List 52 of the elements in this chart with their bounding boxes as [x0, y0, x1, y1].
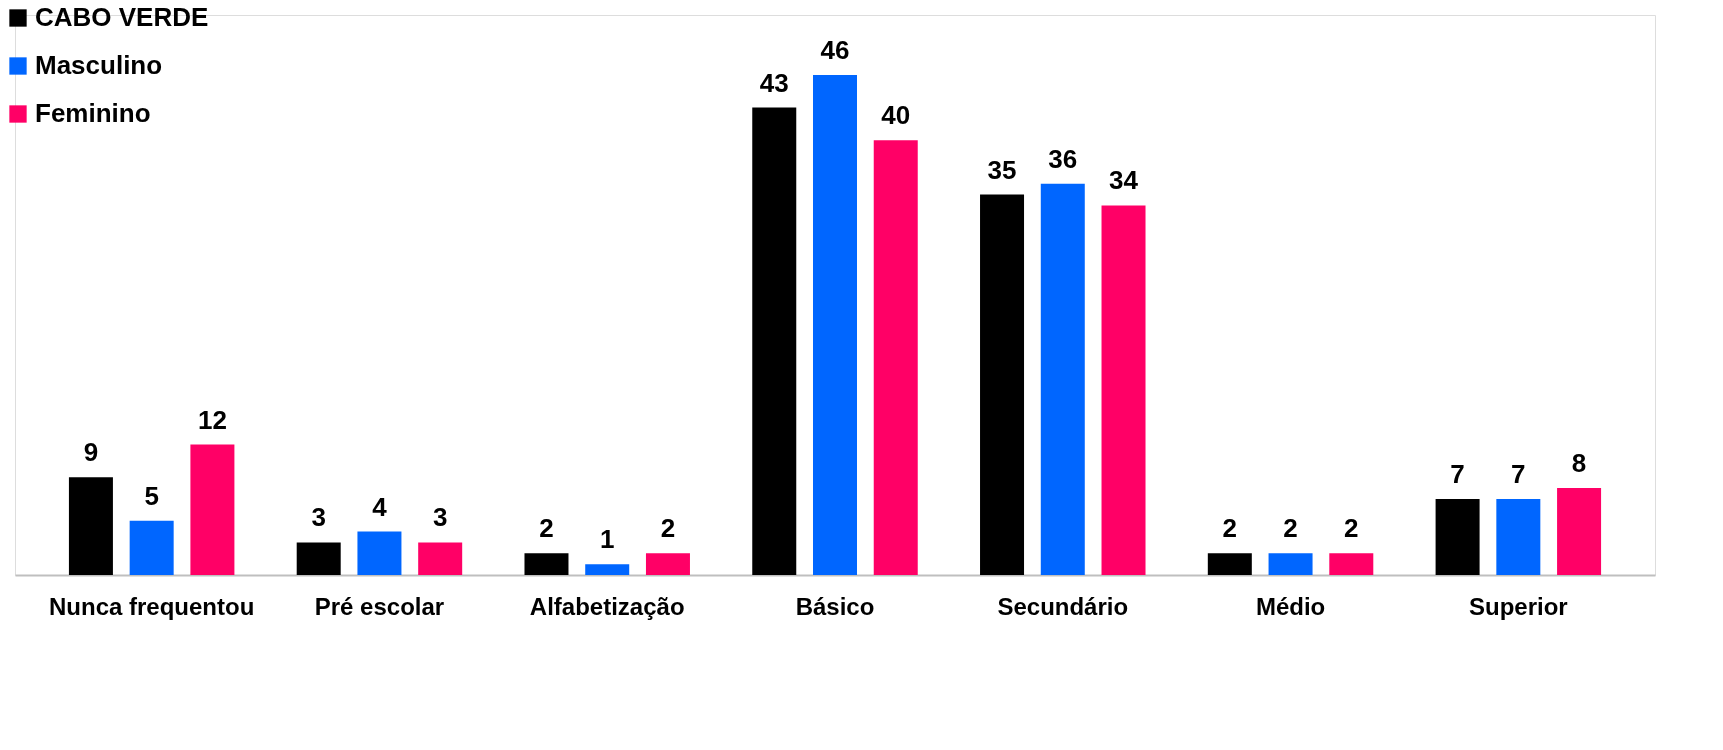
bar — [645, 553, 690, 575]
bar — [873, 140, 918, 575]
data-label: 2 — [1283, 513, 1298, 544]
bar — [68, 477, 113, 575]
data-label: 36 — [1048, 143, 1078, 174]
bar — [524, 553, 569, 575]
bar — [296, 542, 341, 575]
x-tick-label: Médio — [1255, 592, 1326, 620]
data-label: 2 — [1344, 513, 1359, 544]
x-tick-label: Básico — [795, 592, 875, 620]
bar — [1207, 553, 1252, 575]
data-label: 46 — [820, 35, 850, 65]
data-label: 43 — [759, 67, 789, 98]
bar — [813, 75, 857, 575]
bar — [585, 564, 630, 575]
x-tick-label: Nunca frequentou — [48, 592, 255, 620]
data-label: 5 — [144, 480, 159, 511]
data-label: 12 — [197, 404, 227, 435]
bar — [1496, 498, 1541, 575]
x-tick-label: Secundário — [997, 592, 1129, 620]
bar — [1329, 553, 1374, 575]
data-label: 7 — [1511, 458, 1526, 489]
bar — [1435, 498, 1480, 575]
bar — [752, 107, 797, 575]
data-label: 8 — [1571, 448, 1587, 479]
legend-label: Masculino — [35, 50, 163, 80]
bar — [1557, 488, 1602, 575]
data-label: 4 — [372, 491, 388, 522]
bar — [190, 444, 235, 575]
bar — [357, 531, 402, 575]
legend-label: Feminino — [35, 98, 151, 128]
x-tick-label: Alfabetização — [529, 592, 685, 620]
bar — [1101, 205, 1146, 575]
x-tick-label: Superior — [1468, 592, 1568, 620]
data-label: 35 — [987, 154, 1017, 185]
data-label: 1 — [599, 524, 615, 555]
data-label: 40 — [881, 100, 911, 131]
bar — [1268, 553, 1313, 575]
data-label: 2 — [539, 513, 554, 544]
data-label: 2 — [1222, 513, 1238, 544]
data-label: 34 — [1109, 165, 1139, 196]
data-label: 7 — [1450, 458, 1465, 489]
data-label: 2 — [660, 513, 676, 544]
bar — [1040, 183, 1085, 575]
bar — [129, 520, 174, 575]
data-label: 3 — [432, 502, 448, 533]
data-label: 3 — [311, 502, 326, 533]
legend-label: CABO VERDE — [35, 2, 209, 32]
bar — [418, 542, 463, 575]
bar — [980, 194, 1025, 575]
data-label: 9 — [83, 437, 99, 468]
x-tick-label: Pré escolar — [314, 592, 445, 620]
